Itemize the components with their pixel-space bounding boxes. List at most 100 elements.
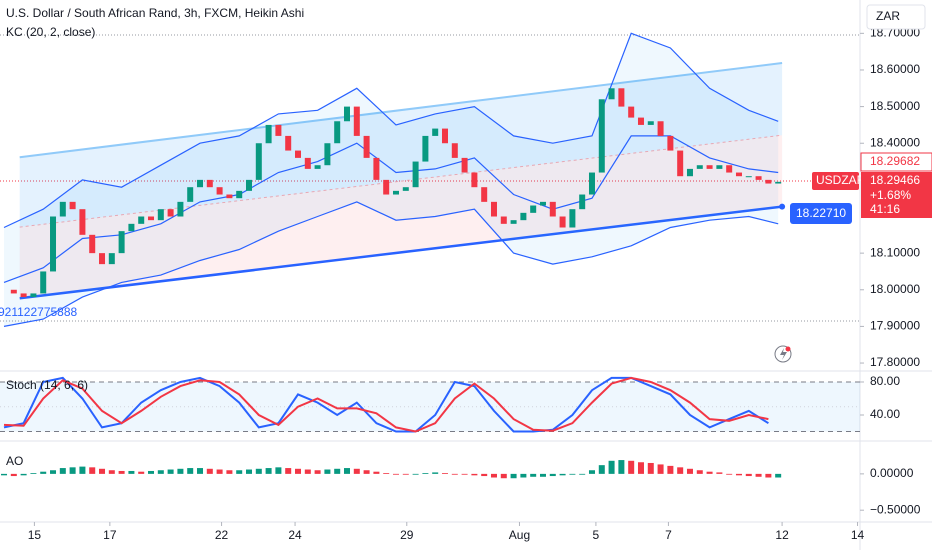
- candle: [353, 106, 360, 136]
- candle: [481, 187, 488, 202]
- ao-bar: [343, 468, 350, 474]
- pane: [1, 460, 782, 479]
- ao-bar: [579, 473, 586, 475]
- candle: [559, 216, 566, 228]
- candle: [569, 209, 576, 228]
- ao-bar: [775, 473, 782, 478]
- ao-bar: [726, 473, 733, 475]
- candle: [510, 220, 517, 224]
- y-tick-label: 17.90000: [870, 319, 920, 333]
- ao-bar: [716, 472, 723, 474]
- channel-middle-line: [19, 134, 783, 228]
- candle: [637, 117, 644, 125]
- candle: [432, 128, 439, 136]
- ao-bar: [412, 473, 419, 475]
- kc-upper: [3, 32, 779, 229]
- ao-bar: [647, 462, 654, 474]
- ao-bar: [138, 471, 145, 474]
- ao-bar: [148, 470, 155, 474]
- price-label: 18.29682: [870, 154, 920, 168]
- ao-bar: [363, 470, 370, 474]
- ao-bar: [236, 470, 243, 474]
- candle: [285, 135, 292, 151]
- candle: [402, 187, 409, 191]
- ao-bar: [334, 468, 341, 474]
- candle: [765, 179, 772, 184]
- alert-icon-bolt: [780, 348, 787, 360]
- price-labels: 18.29682 USDZAR 18.29466 +1.68% 41:16 18…: [790, 152, 932, 224]
- kc-lower: [3, 201, 779, 327]
- y-tick-label: 18.50000: [870, 99, 920, 113]
- candle: [314, 165, 321, 169]
- ao-bar: [30, 473, 37, 474]
- ao-bar: [285, 468, 292, 474]
- x-tick-label: 29: [400, 528, 414, 542]
- candle: [755, 176, 762, 180]
- candle: [343, 106, 350, 122]
- ao-bar: [79, 466, 86, 474]
- candle: [265, 124, 272, 144]
- candle: [40, 271, 47, 294]
- ao-bar: [304, 469, 311, 474]
- ao-bar: [40, 471, 47, 474]
- candle: [324, 143, 331, 166]
- x-tick-label: 12: [775, 528, 789, 542]
- candle: [471, 172, 478, 188]
- ao-bar: [422, 473, 429, 474]
- ao-bar: [89, 467, 96, 474]
- candle: [657, 121, 664, 136]
- symbol-label: USDZAR: [816, 173, 866, 187]
- ao-bar: [99, 468, 106, 474]
- y-tick-label: 17.80000: [870, 355, 920, 369]
- candle: [167, 209, 174, 217]
- ao-bar: [373, 471, 380, 474]
- header: U.S. Dollar / South African Rand, 3h, FX…: [0, 4, 926, 468]
- ao-bar: [628, 460, 635, 474]
- ao-bar: [1, 473, 8, 476]
- y-tick-label: 18.40000: [870, 135, 920, 149]
- ao-bar: [246, 469, 253, 474]
- ao-bar: [392, 473, 399, 475]
- indicator-label: KC (20, 2, close): [6, 25, 95, 39]
- ao-bar: [500, 473, 507, 479]
- currency-button[interactable]: [866, 4, 926, 30]
- candle: [334, 121, 341, 144]
- channel-handle: [779, 203, 786, 210]
- candle: [500, 216, 507, 224]
- ao-bar: [432, 472, 439, 474]
- candle: [206, 179, 213, 188]
- candle: [598, 99, 605, 173]
- candle: [226, 194, 233, 199]
- candle: [588, 172, 595, 195]
- channel-upper-line: [19, 62, 783, 159]
- ao-bar: [383, 473, 390, 474]
- candle: [177, 201, 184, 217]
- candle: [539, 201, 546, 206]
- x-tick-label: 22: [215, 528, 229, 542]
- candle: [696, 165, 703, 169]
- price-box: [860, 152, 932, 172]
- candle: [157, 209, 164, 221]
- candle: [89, 234, 96, 254]
- candle: [775, 181, 782, 184]
- candle: [608, 88, 615, 100]
- ao-bar: [637, 462, 644, 474]
- candle: [108, 253, 115, 265]
- currency-label[interactable]: ZAR: [876, 9, 900, 23]
- ao-bar: [530, 473, 537, 477]
- candle: [10, 289, 17, 294]
- channel-price-box: [790, 203, 852, 224]
- ao-bar: [588, 470, 595, 474]
- candle: [451, 143, 458, 158]
- ao-bar: [657, 464, 664, 474]
- ao-bar: [686, 468, 693, 474]
- candle: [187, 187, 194, 202]
- kc-middle: [3, 135, 779, 283]
- indicator-label: Stoch (14, 6, 6): [6, 378, 88, 392]
- ao-bar: [226, 470, 233, 474]
- candle: [422, 135, 429, 162]
- ao-bar: [265, 468, 272, 474]
- ao-bar: [510, 473, 517, 479]
- candle: [236, 190, 243, 199]
